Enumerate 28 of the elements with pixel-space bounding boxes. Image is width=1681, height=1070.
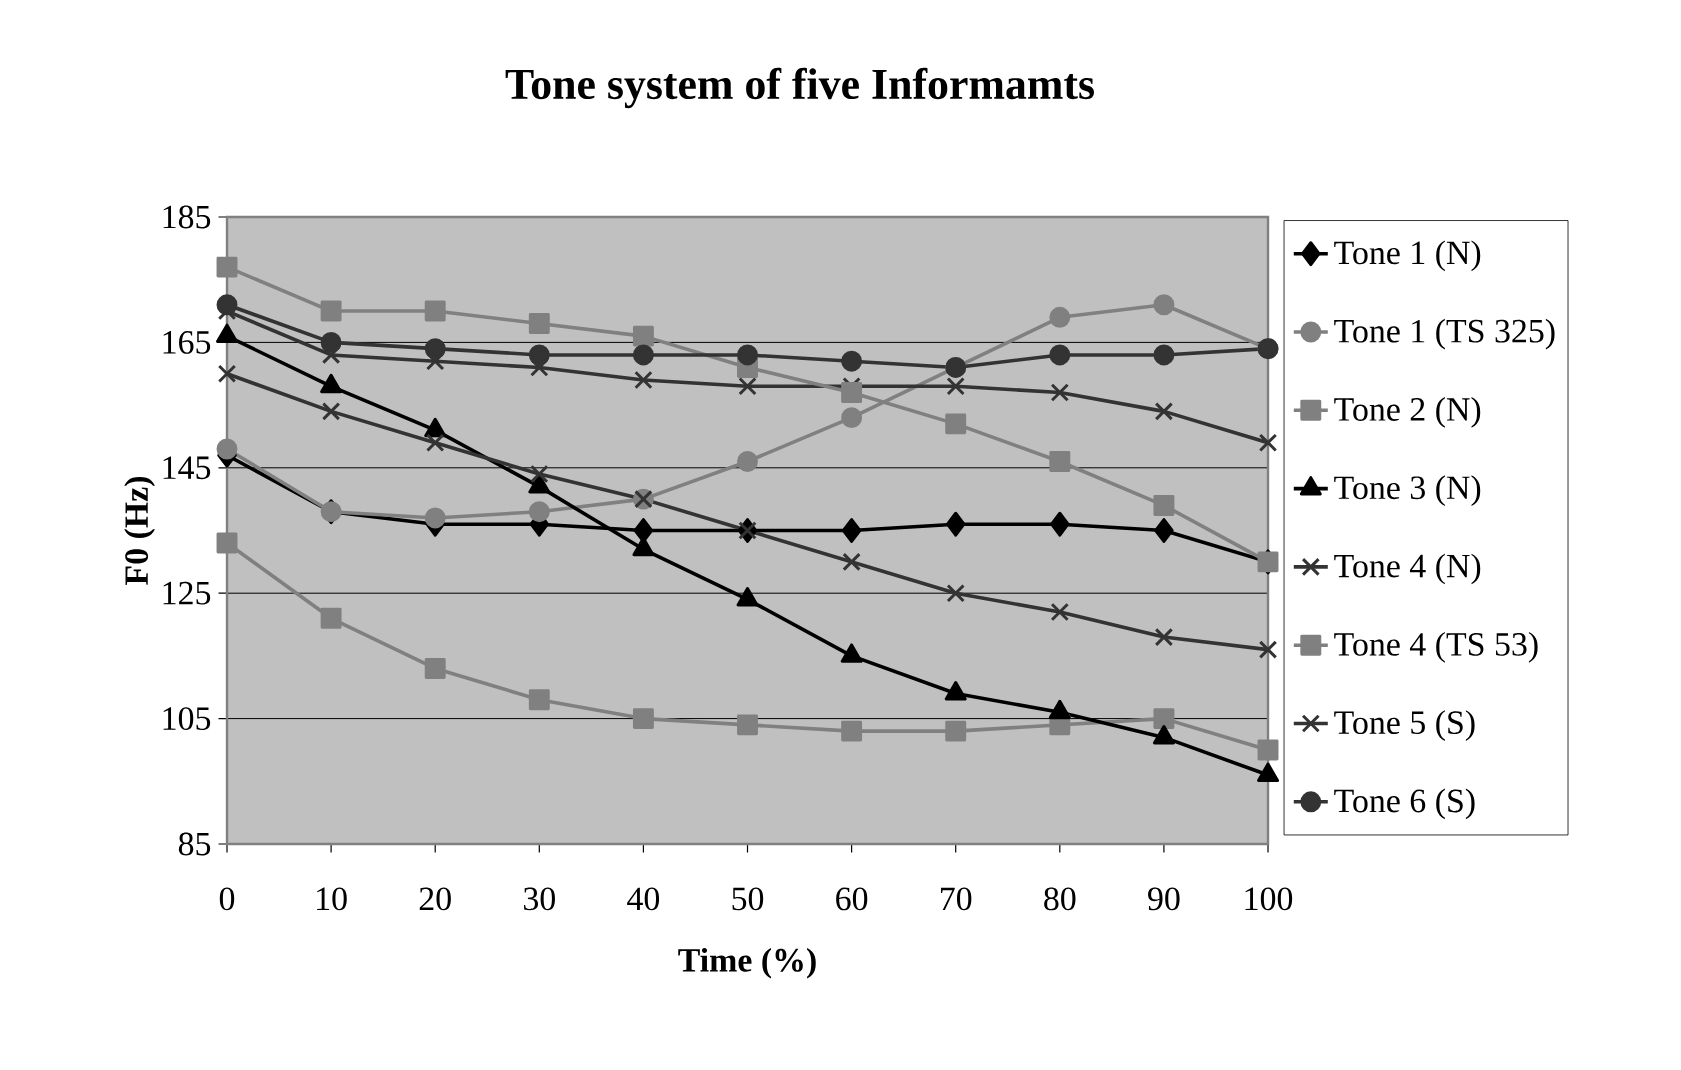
y-tick-label: 85 [178,832,211,856]
x-tick-label: 0 [219,887,235,911]
x-axis-title: Time (%) [678,947,816,979]
y-tick-label: 105 [163,707,211,731]
x-tick-label: 70 [940,887,972,911]
y-tick-label: 125 [163,581,211,605]
y-tick-label: 165 [163,331,211,354]
x-tick-label: 100 [1245,887,1293,911]
legend-label: Tone 4 (TS 53) [1334,631,1538,663]
legend-label: Tone 4 (N) [1334,553,1481,585]
x-tick-label: 40 [627,887,660,911]
chart-title: Tone system of five Informamts [505,67,1094,109]
x-tick-label: 30 [523,887,555,911]
y-tick-label: 145 [163,456,211,480]
x-tick-label: 10 [317,887,347,911]
legend-label: Tone 1 (TS 325) [1334,318,1555,350]
x-tick-label: 90 [1148,887,1180,911]
legend-label: Tone 5 (S) [1334,710,1475,741]
x-tick-label: 20 [419,887,451,911]
x-tick-label: 60 [836,887,868,911]
legend-label: Tone 1 (N) [1334,240,1481,272]
legend-label: Tone 3 (N) [1334,475,1481,507]
x-tick-label: 50 [732,887,764,911]
legend-label: Tone 6 (S) [1334,788,1475,820]
y-tick-label: 185 [163,205,211,229]
legend-label: Tone 2 (N) [1334,397,1481,428]
x-tick-label: 80 [1044,887,1076,911]
y-axis-title: F0 (Hz) [124,476,155,585]
